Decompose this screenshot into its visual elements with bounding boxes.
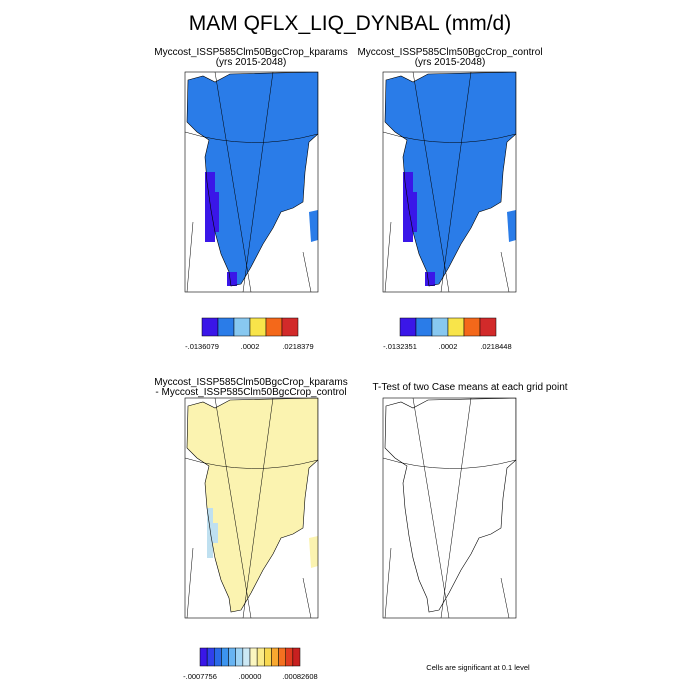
colorbar-swatch (199, 647, 208, 667)
colorbar-label: .0218379 (282, 342, 313, 351)
colorbar-swatch (221, 647, 229, 667)
colorbar-swatch (233, 317, 251, 337)
panel-subtitle: - Myccost_ISSP585Clm50BgcCrop_control (155, 387, 346, 398)
figure-title: MAM QFLX_LIQ_DYNBAL (mm/d) (189, 12, 511, 35)
colorbar-swatch (265, 317, 283, 337)
colorbar-label: .0002 (439, 342, 458, 351)
map-panel (382, 71, 517, 293)
colorbar-swatch (479, 317, 497, 337)
colorbar-swatch (249, 647, 258, 667)
colorbar-swatch (281, 317, 299, 337)
colorbar-label: -.0132351 (383, 342, 417, 351)
colorbar-swatch (206, 647, 215, 667)
colorbar-label: .0218448 (480, 342, 511, 351)
colorbar-swatch (278, 647, 286, 667)
colorbar-swatch (447, 317, 465, 337)
colorbar-label: .0002 (241, 342, 260, 351)
panel-subtitle: (yrs 2015-2048) (216, 57, 287, 68)
map-panel (184, 71, 319, 293)
panel-title: Myccost_ISSP585Clm50BgcCrop_kparams (154, 47, 347, 58)
colorbar-swatch (463, 317, 481, 337)
colorbar-swatch (249, 317, 267, 337)
colorbar-swatch (235, 647, 244, 667)
panel-subtitle: (yrs 2015-2048) (415, 57, 486, 68)
colorbar-swatch (292, 647, 301, 667)
map-panel (184, 397, 319, 619)
colorbar-swatch (256, 647, 265, 667)
colorbar-swatch (271, 647, 279, 667)
panel-title: Myccost_ISSP585Clm50BgcCrop_control (357, 47, 542, 58)
colorbar-swatch (214, 647, 222, 667)
colorbar-swatch (217, 317, 235, 337)
colorbar-swatch (264, 647, 272, 667)
colorbar-label: -.0136079 (185, 342, 219, 351)
colorbar-label: .00082608 (282, 672, 317, 681)
map-panel (382, 397, 517, 619)
colorbar-label: .00000 (239, 672, 262, 681)
colorbar-swatch (201, 317, 219, 337)
colorbar-swatch (415, 317, 433, 337)
colorbar-swatch (228, 647, 236, 667)
colorbar-swatch (285, 647, 294, 667)
colorbar: -.0136079 .0002 .0218379 (185, 317, 314, 351)
colorbar: -.0007756 .00000 .00082608 (183, 647, 318, 681)
colorbar-swatch (431, 317, 449, 337)
panel-title: T-Test of two Case means at each grid po… (372, 382, 567, 393)
colorbar: -.0132351 .0002 .0218448 (383, 317, 512, 351)
colorbar-swatch (242, 647, 251, 667)
significance-note: Cells are significant at 0.1 level (426, 663, 530, 672)
colorbar-label: -.0007756 (183, 672, 217, 681)
panel-title: Myccost_ISSP585Clm50BgcCrop_kparams (154, 377, 347, 388)
colorbar-swatch (399, 317, 417, 337)
